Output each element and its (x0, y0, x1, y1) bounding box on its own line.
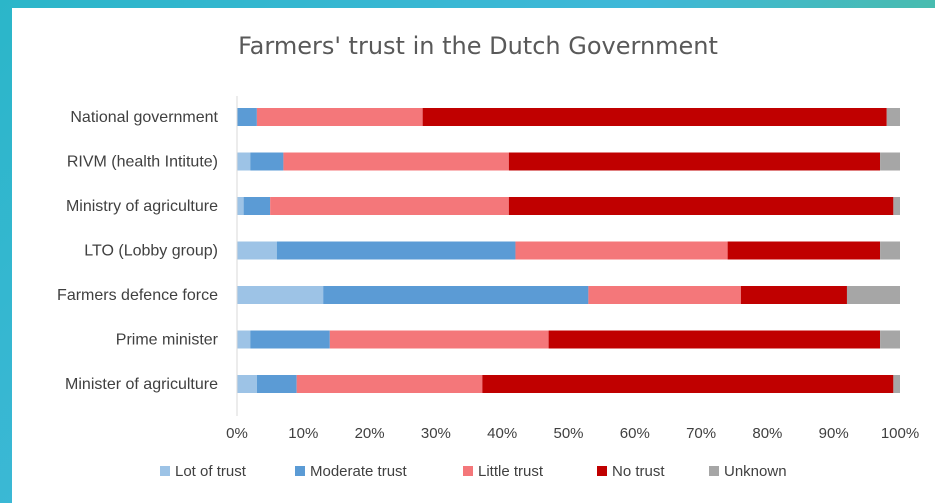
bar-segment (548, 330, 881, 349)
bar-segment (323, 286, 589, 304)
legend-swatch (160, 466, 170, 476)
bar-segment (296, 375, 483, 393)
x-tick-label: 10% (288, 425, 318, 442)
legend-swatch (597, 466, 607, 476)
bar-segment (237, 241, 277, 260)
x-tick-label: 40% (487, 425, 517, 442)
legend-swatch (295, 466, 305, 476)
bar-segment (250, 152, 284, 171)
bar-segment (237, 108, 257, 126)
bar-segment (515, 241, 728, 260)
legend-label: Moderate trust (310, 463, 408, 480)
bar-segment (893, 197, 900, 215)
bar-segment (422, 108, 887, 126)
category-labels: National government RIVM (health Intitute… (57, 109, 219, 393)
x-tick-label: 0% (226, 425, 248, 442)
x-tick-label: 80% (752, 425, 782, 442)
legend: Lot of trust Moderate trust Little trust No… (160, 463, 787, 480)
x-tick-label: 70% (686, 425, 716, 442)
bar-segment (880, 152, 900, 171)
bar-segment (256, 375, 297, 393)
chart-title: Farmers' trust in the Dutch Government (238, 32, 718, 60)
legend-item: Unknown (709, 463, 787, 480)
x-tick-label: 50% (553, 425, 583, 442)
stacked-bar-chart: Farmers' trust in the Dutch Government N… (57, 32, 919, 480)
legend-label: No trust (612, 463, 665, 480)
bar-segment (276, 241, 516, 260)
bar-segment (243, 197, 271, 215)
bar-segment (508, 152, 881, 171)
bar-segment (237, 152, 251, 171)
bar-segment (237, 286, 324, 304)
legend-item: Lot of trust (160, 463, 247, 480)
bar-segment (283, 152, 509, 171)
legend-item: No trust (597, 463, 665, 480)
x-axis-ticks: 0% 10% 20% 30% 40% 50% 60% 70% 80% 90% 100% (226, 425, 919, 442)
bars (237, 108, 900, 393)
category-label: Minister of agriculture (65, 376, 218, 393)
chart-panel: Farmers' trust in the Dutch Government N… (12, 8, 935, 503)
bar-segment (250, 330, 330, 349)
bar-segment (329, 330, 549, 349)
bar-segment (727, 241, 881, 260)
category-label: Ministry of agriculture (66, 198, 218, 215)
bar-segment (880, 241, 900, 260)
x-tick-label: 30% (421, 425, 451, 442)
bar-segment (880, 330, 900, 349)
x-tick-label: 90% (819, 425, 849, 442)
category-label: Farmers defence force (57, 287, 218, 304)
bar-segment (508, 197, 894, 215)
bar-segment (893, 375, 900, 393)
bar-segment (237, 375, 257, 393)
category-label: Prime minister (116, 332, 219, 349)
bar-segment (886, 108, 900, 126)
legend-item: Little trust (463, 463, 544, 480)
category-label: National government (70, 109, 218, 126)
bar-segment (740, 286, 847, 304)
bar-segment (482, 375, 894, 393)
x-tick-label: 100% (881, 425, 919, 442)
legend-item: Moderate trust (295, 463, 408, 480)
legend-label: Little trust (478, 463, 544, 480)
legend-swatch (463, 466, 473, 476)
bar-segment (270, 197, 509, 215)
bar-segment (588, 286, 741, 304)
legend-label: Unknown (724, 463, 787, 480)
category-label: RIVM (health Intitute) (67, 154, 218, 171)
legend-label: Lot of trust (175, 463, 247, 480)
x-tick-label: 60% (620, 425, 650, 442)
x-tick-label: 20% (355, 425, 385, 442)
bar-segment (237, 197, 244, 215)
bar-segment (237, 330, 251, 349)
category-label: LTO (Lobby group) (84, 243, 218, 260)
legend-swatch (709, 466, 719, 476)
bar-segment (256, 108, 423, 126)
bar-segment (846, 286, 900, 304)
